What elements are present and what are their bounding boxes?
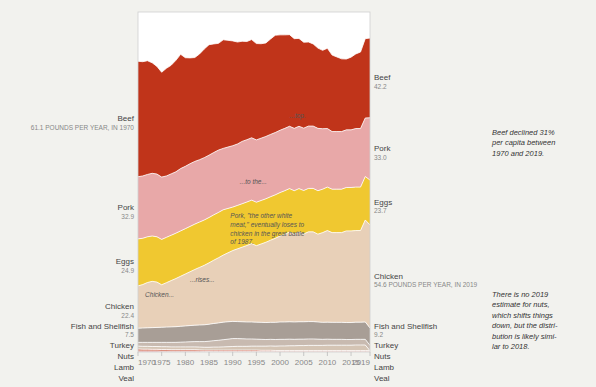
x-tick-label: 1980 xyxy=(176,358,194,367)
value-label: 7.5 xyxy=(125,331,134,338)
series-label: Nuts xyxy=(118,352,134,361)
annotation-line: Chicken... xyxy=(145,291,174,298)
layer-edge xyxy=(138,220,370,286)
x-tick xyxy=(351,352,352,356)
margin-note-line: bution is likely simi- xyxy=(492,332,557,341)
x-tick-label: 2000 xyxy=(271,358,289,367)
annotation: ...to the... xyxy=(240,178,267,185)
annotation-line: ...to the... xyxy=(240,178,267,185)
x-tick xyxy=(209,352,210,356)
annotation-line: chicken in the great battle xyxy=(230,229,304,237)
layer-edge xyxy=(138,345,370,351)
margin-note-line: 1970 and 2019. xyxy=(492,149,544,158)
x-tick xyxy=(370,352,371,356)
x-tick-label: 1995 xyxy=(247,358,265,367)
x-tick-label: 1985 xyxy=(200,358,218,367)
x-tick xyxy=(303,352,304,356)
x-tick xyxy=(185,352,186,356)
x-tick-label: 1990 xyxy=(224,358,242,367)
layer-edge xyxy=(138,118,370,177)
series-label: Pork xyxy=(118,203,135,212)
margin-note-line: down, but the distri- xyxy=(492,321,558,330)
value-label: 42.2 xyxy=(374,83,387,90)
x-tick xyxy=(327,352,328,356)
margin-note-line: which shifts things xyxy=(492,311,553,320)
plot-background xyxy=(138,12,370,352)
value-label: 54.6 POUNDS PER YEAR, IN 2019 xyxy=(374,281,478,288)
series-label: Eggs xyxy=(374,198,392,207)
x-tick xyxy=(280,352,281,356)
annotation: Chicken... xyxy=(145,291,174,298)
layer-edge xyxy=(138,177,370,240)
series-label: Chicken xyxy=(374,272,403,281)
value-label: 23.7 xyxy=(374,207,387,214)
plot-frame xyxy=(138,12,370,352)
series-label: Fish and Shellfish xyxy=(374,322,437,331)
value-label: 24.9 xyxy=(121,267,134,274)
annotation: ...top. xyxy=(290,112,306,120)
margin-note: Beef declined 31%per capita between 1970 … xyxy=(491,128,555,158)
series-label: Beef xyxy=(374,73,391,82)
series-label: Lamb xyxy=(374,363,395,372)
series-label: Eggs xyxy=(116,257,134,266)
areas xyxy=(138,35,370,352)
margin-note-line: Beef declined 31% xyxy=(492,128,555,137)
series-label: Turkey xyxy=(110,341,134,350)
series-label: Chicken xyxy=(105,302,134,311)
x-tick-label: 2019 xyxy=(352,358,370,367)
margin-note-line: estimate for nuts, xyxy=(492,300,550,309)
background xyxy=(0,0,596,387)
series-label: Nuts xyxy=(374,352,390,361)
layer-edge xyxy=(138,339,370,346)
layer-edge xyxy=(138,35,370,73)
annotation-line: ...rises... xyxy=(190,276,215,283)
margin-note-line: There is no 2019 xyxy=(492,290,549,299)
value-label: 61.1 POUNDS PER YEAR, IN 1970 xyxy=(31,124,135,131)
series-label: Veal xyxy=(374,374,390,383)
annotation-line: of 1987. xyxy=(230,238,254,245)
x-tick xyxy=(256,352,257,356)
annotation: Pork, "the other white meat," eventually … xyxy=(230,212,304,245)
area-layer xyxy=(138,35,370,177)
value-label: 33.0 xyxy=(374,154,387,161)
x-tick-label: 2010 xyxy=(318,358,336,367)
margin-note-line: lar to 2018. xyxy=(492,342,530,351)
x-tick xyxy=(161,352,162,356)
x-tick-label: 2005 xyxy=(295,358,313,367)
value-label: 22.4 xyxy=(121,312,134,319)
series-label: Lamb xyxy=(114,363,135,372)
margin-note-line: per capita between xyxy=(491,138,555,147)
margin-note: There is no 2019estimate for nuts, which … xyxy=(492,290,558,352)
series-label: Beef xyxy=(118,114,135,123)
chart: 1970197519801985199019952000200520102015… xyxy=(0,0,596,387)
layer-edge xyxy=(138,349,370,351)
annotation: ...rises... xyxy=(190,276,215,283)
series-label: Veal xyxy=(118,374,134,383)
x-tick xyxy=(138,352,139,356)
series-label: Turkey xyxy=(374,341,398,350)
series-label: Fish and Shellfish xyxy=(71,322,134,331)
layer-edge xyxy=(138,321,370,328)
annotation-line: Pork, "the other white xyxy=(230,212,292,219)
annotation-line: ...top. xyxy=(290,112,306,120)
x-tick-label: 1975 xyxy=(153,358,171,367)
x-tick xyxy=(232,352,233,356)
series-label: Pork xyxy=(374,144,391,153)
annotation-line: meat," eventually loses to xyxy=(230,221,304,229)
value-label: 9.2 xyxy=(374,331,383,338)
value-label: 32.9 xyxy=(121,213,134,220)
